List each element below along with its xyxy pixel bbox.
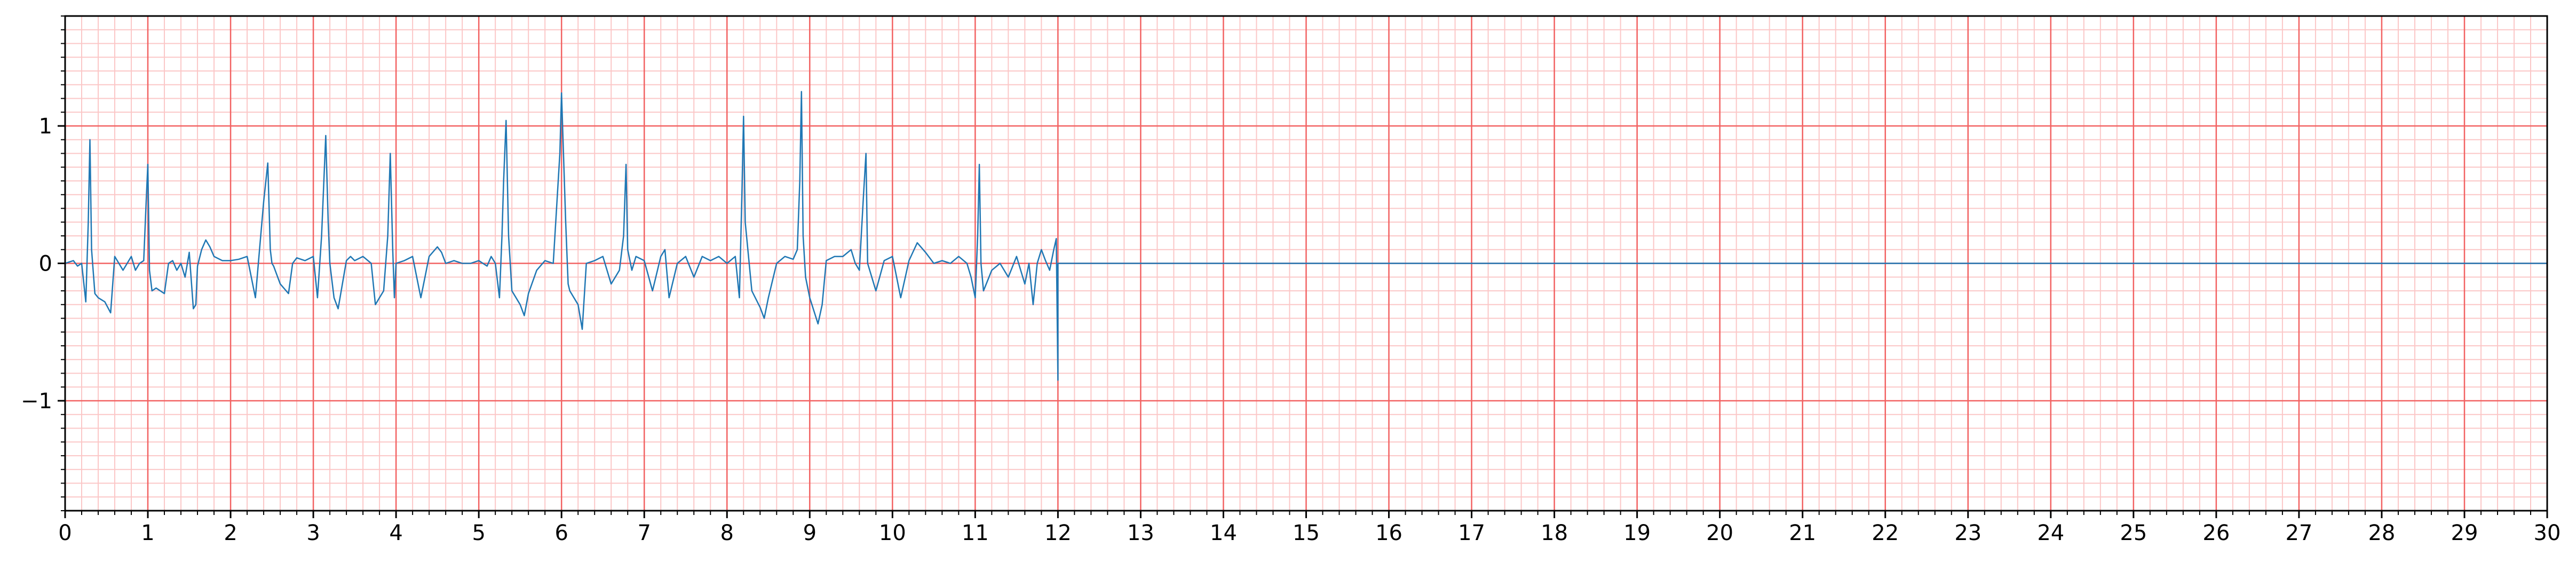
x-tick-label: 27 xyxy=(2285,521,2312,545)
x-tick-label: 13 xyxy=(1127,521,1154,545)
x-tick-label: 3 xyxy=(306,521,320,545)
x-tick-label: 8 xyxy=(720,521,734,545)
x-tick-label: 6 xyxy=(554,521,568,545)
y-axis-tick-labels: −1 0 1 xyxy=(21,114,52,414)
x-axis-tick-labels: 0 1 2 3 4 5 6 7 8 9 10 11 12 13 14 15 16 17 18 19 20 21 22 23 24… xyxy=(58,521,2561,545)
ecg-signal-line-0 xyxy=(65,91,2547,381)
x-tick-label: 26 xyxy=(2202,521,2230,545)
x-tick-label: 11 xyxy=(962,521,989,545)
x-tick-label: 20 xyxy=(1706,521,1733,545)
x-tick-label: 22 xyxy=(1872,521,1899,545)
x-tick-label: 16 xyxy=(1375,521,1402,545)
x-tick-label: 7 xyxy=(638,521,651,545)
x-tick-label: 18 xyxy=(1541,521,1568,545)
y-tick-label: −1 xyxy=(21,389,52,414)
x-tick-label: 2 xyxy=(224,521,237,545)
x-axis-ticks xyxy=(64,511,2548,518)
x-tick-label: 23 xyxy=(1954,521,1981,545)
y-tick-label: 0 xyxy=(39,252,52,276)
x-tick-label: 4 xyxy=(389,521,402,545)
x-tick-label: 5 xyxy=(472,521,485,545)
x-tick-label: 30 xyxy=(2534,521,2561,545)
x-tick-label: 9 xyxy=(803,521,817,545)
x-tick-label: 17 xyxy=(1458,521,1485,545)
x-tick-label: 1 xyxy=(141,521,154,545)
x-tick-label: 25 xyxy=(2120,521,2147,545)
x-tick-label: 15 xyxy=(1293,521,1320,545)
x-tick-label: 14 xyxy=(1210,521,1237,545)
x-tick-label: 28 xyxy=(2368,521,2395,545)
y-tick-label: 1 xyxy=(39,114,52,139)
y-axis-ticks xyxy=(58,15,65,511)
x-tick-label: 29 xyxy=(2451,521,2478,545)
x-tick-label: 19 xyxy=(1623,521,1651,545)
x-tick-label: 24 xyxy=(2037,521,2064,545)
x-tick-label: 0 xyxy=(58,521,72,545)
series-layer xyxy=(65,91,2547,381)
x-tick-label: 10 xyxy=(879,521,906,545)
x-tick-label: 12 xyxy=(1044,521,1072,545)
x-tick-label: 21 xyxy=(1789,521,1816,545)
